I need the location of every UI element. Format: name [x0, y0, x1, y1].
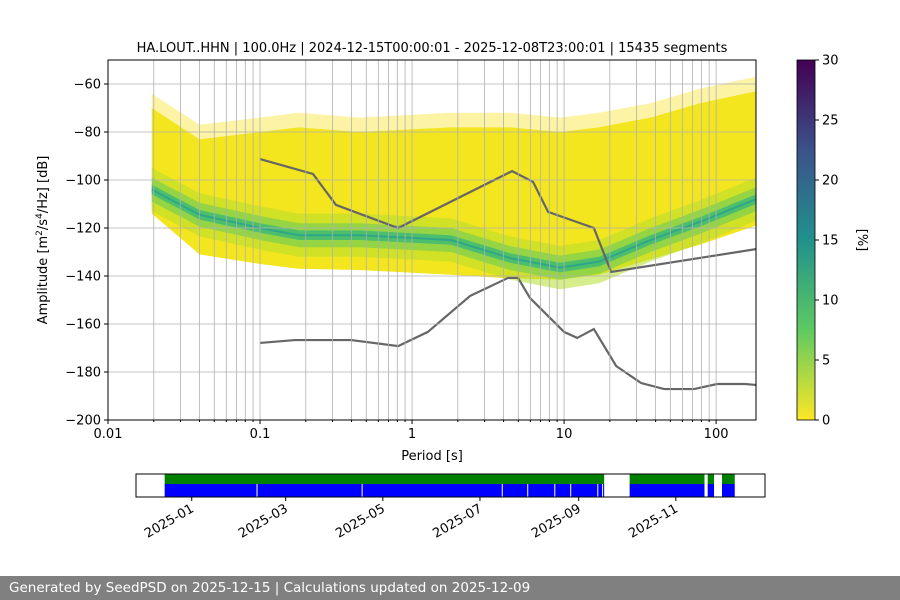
- psd-plot-area: 0.01 0.1 1 10 100 −60 −80 −100 −120 −140 −160 −180 −…: [65, 59, 757, 442]
- data-coverage-timeline: 2025-01 2025-03 2025-05 2025-07 2025-09 2025-…: [135, 473, 766, 542]
- plot-content: [151, 76, 756, 391]
- timeline-tick-label: 2025-03: [236, 501, 291, 541]
- data-available-segment: [164, 474, 605, 484]
- timeline-tick-label: 2025-09: [529, 501, 584, 541]
- psd-mode-line: [151, 188, 756, 269]
- y-tick-label: −60: [74, 78, 101, 93]
- grid: [107, 60, 756, 421]
- y-tick-label: −80: [74, 126, 101, 141]
- y-tick-label: −140: [65, 270, 101, 285]
- colorbar-tick-label: 5: [822, 354, 830, 369]
- chart-title: HA.LOUT..HHN | 100.0Hz | 2024-12-15T00:0…: [137, 41, 728, 56]
- colorbar-tick-label: 10: [822, 294, 839, 309]
- x-tick-label: 0.1: [250, 427, 271, 442]
- y-tick-label: −120: [65, 222, 101, 237]
- colorbar-tick-label: 15: [822, 234, 839, 249]
- colorbar: 0 5 10 15 20 25 30: [796, 54, 839, 429]
- colorbar-tick-label: 30: [822, 54, 839, 69]
- data-used-segment: [722, 484, 735, 497]
- x-tick-label: 10: [556, 427, 573, 442]
- x-tick-label: 100: [704, 427, 729, 442]
- plot-frame: [107, 59, 757, 421]
- timeline-tick-label: 2025-07: [430, 501, 485, 541]
- psd-density-sparse: [151, 76, 756, 140]
- colorbar-scale: [796, 59, 816, 421]
- y-tick-label: −200: [65, 414, 101, 429]
- noise-model-nhnm: [259, 158, 756, 274]
- x-tick-label: 1: [408, 427, 416, 442]
- data-available-segment: [722, 474, 735, 484]
- timeline-frame: [135, 473, 766, 498]
- y-tick-label: −100: [65, 174, 101, 189]
- timeline-tick-label: 2025-01: [142, 501, 197, 541]
- y-axis-label: Amplitude [m2/s4/Hz] [dB]: [35, 156, 51, 325]
- colorbar-tick-label: 20: [822, 174, 839, 189]
- timeline-tick-label: 2025-11: [626, 501, 681, 541]
- colorbar-tick-label: 0: [822, 414, 830, 429]
- colorbar-tick-label: 25: [822, 114, 839, 129]
- data-used-segment: [629, 484, 705, 497]
- y-tick-label: −180: [65, 366, 101, 381]
- data-available-segment: [707, 474, 715, 484]
- data-used-segment: [164, 484, 605, 497]
- data-available-segment: [629, 474, 705, 484]
- timeline-tick-label: 2025-05: [333, 501, 388, 541]
- colorbar-label: [%]: [854, 229, 869, 252]
- psd-density-band-inner: [151, 184, 756, 273]
- x-tick-label: 0.01: [94, 427, 123, 442]
- footer-text: Generated by SeedPSD on 2025-12-15 | Cal…: [0, 576, 900, 600]
- data-used-segment: [707, 484, 715, 497]
- x-axis-label: Period [s]: [401, 449, 463, 464]
- y-tick-label: −160: [65, 318, 101, 333]
